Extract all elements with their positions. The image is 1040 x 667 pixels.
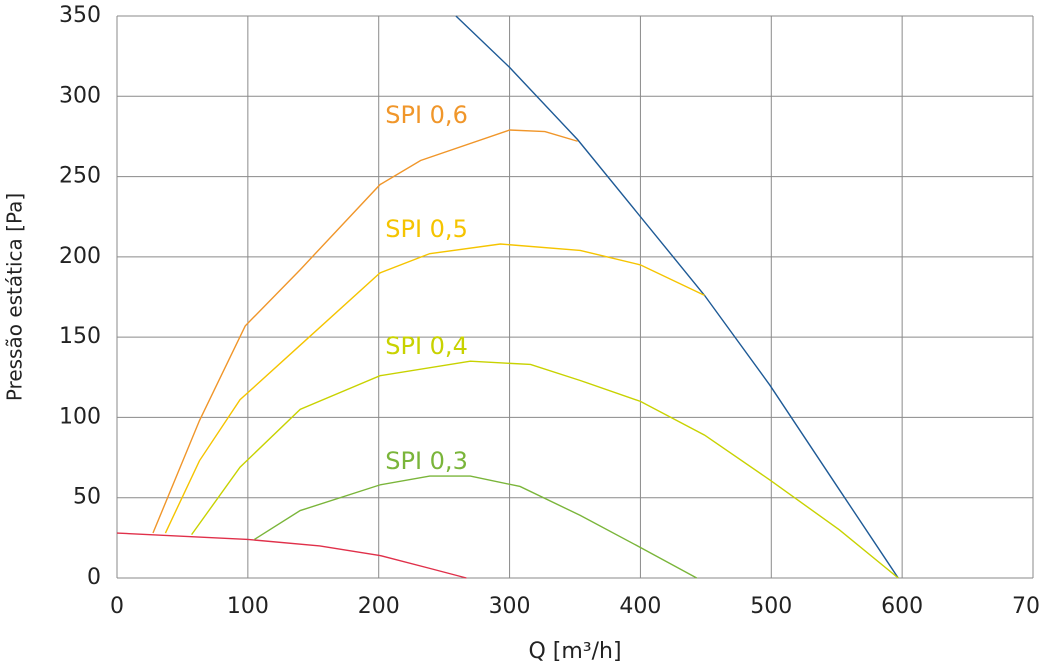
y-tick-label: 100 — [59, 404, 101, 429]
y-tick-label: 250 — [59, 164, 101, 189]
series-line — [191, 360, 899, 579]
y-tick-label: 200 — [59, 244, 101, 269]
series-line — [254, 475, 698, 579]
x-tick-label: 100 — [227, 594, 269, 619]
y-tick-label: 50 — [73, 485, 101, 510]
series-line — [164, 243, 705, 534]
x-tick-label: 500 — [750, 594, 792, 619]
y-axis-label: Pressão estática [Pa] — [3, 193, 27, 401]
x-tick-label: 300 — [489, 594, 531, 619]
series-label: SPI 0,4 — [385, 332, 468, 360]
x-tick-label: 600 — [881, 594, 923, 619]
x-tick-label: 400 — [619, 594, 661, 619]
y-tick-label: 150 — [59, 324, 101, 349]
x-tick-label: 700 — [1012, 594, 1040, 619]
x-tick-label: 0 — [110, 594, 124, 619]
series-line — [152, 129, 578, 534]
series-line — [116, 532, 467, 579]
series-label: SPI 0,5 — [385, 215, 468, 243]
series-line — [455, 15, 899, 579]
series-label: SPI 0,6 — [385, 101, 468, 129]
x-axis-label: Q [m³/h] — [528, 639, 621, 664]
y-tick-label: 300 — [59, 83, 101, 108]
series-label: SPI 0,3 — [385, 447, 468, 475]
y-tick-label: 0 — [87, 565, 101, 590]
x-tick-label: 200 — [358, 594, 400, 619]
y-tick-label: 350 — [59, 3, 101, 28]
